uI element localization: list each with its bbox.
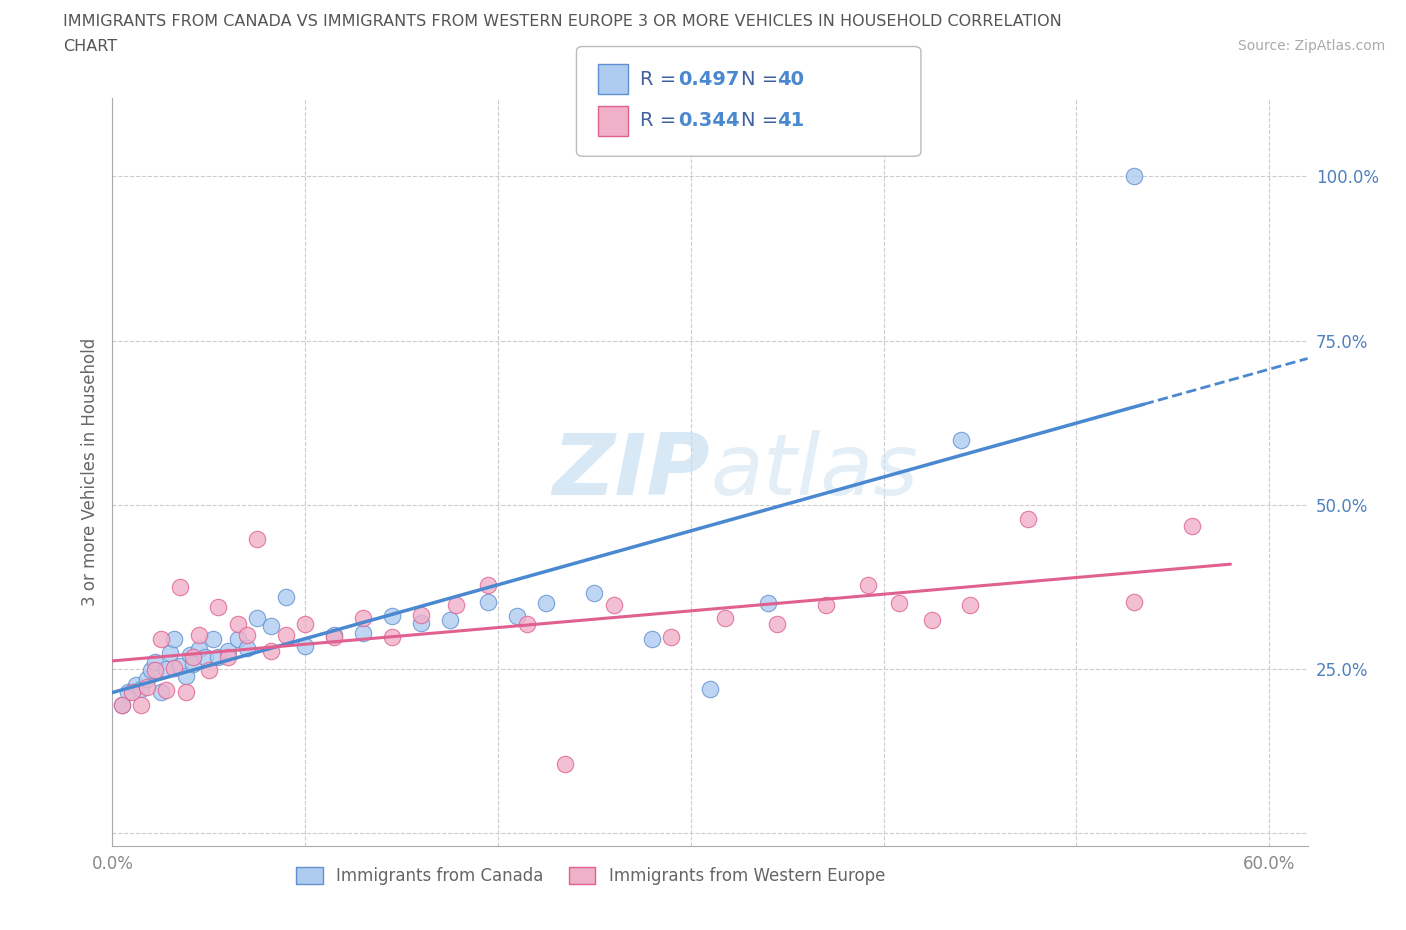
Point — [131, 698, 153, 712]
Point — [136, 680, 159, 695]
Point — [124, 678, 146, 693]
Text: N =: N = — [741, 70, 785, 88]
Point — [198, 663, 221, 678]
Point — [949, 433, 972, 448]
Y-axis label: 3 or more Vehicles in Household: 3 or more Vehicles in Household — [80, 338, 98, 606]
Point — [174, 684, 197, 699]
Point — [381, 630, 404, 644]
Text: CHART: CHART — [63, 39, 117, 54]
Point — [188, 642, 211, 657]
Point — [163, 632, 186, 647]
Point — [159, 645, 181, 660]
Point — [194, 650, 217, 665]
Point — [294, 639, 316, 654]
Point — [259, 618, 281, 633]
Point — [139, 663, 162, 678]
Point — [111, 698, 134, 712]
Point — [444, 597, 467, 612]
Point — [163, 660, 186, 675]
Point — [766, 617, 789, 631]
Point — [381, 609, 404, 624]
Point — [661, 630, 683, 644]
Point — [477, 578, 499, 592]
Point — [136, 671, 159, 686]
Point — [217, 644, 239, 658]
Point — [534, 596, 557, 611]
Point — [602, 597, 624, 612]
Point — [169, 658, 191, 673]
Point — [246, 532, 269, 547]
Point — [352, 610, 374, 625]
Point — [409, 616, 432, 631]
Point — [294, 617, 316, 631]
Point — [814, 597, 837, 612]
Point — [179, 647, 201, 662]
Point — [155, 683, 177, 698]
Point — [149, 632, 172, 647]
Point — [439, 612, 461, 627]
Text: R =: R = — [640, 112, 682, 130]
Point — [323, 628, 346, 643]
Text: 41: 41 — [778, 112, 804, 130]
Point — [506, 609, 529, 624]
Point — [143, 655, 166, 670]
Point — [887, 596, 910, 611]
Legend: Immigrants from Canada, Immigrants from Western Europe: Immigrants from Canada, Immigrants from … — [290, 860, 891, 892]
Point — [1123, 169, 1146, 184]
Point — [516, 617, 538, 631]
Point — [207, 650, 229, 665]
Point — [111, 698, 134, 712]
Point — [274, 628, 297, 643]
Point — [1123, 594, 1146, 609]
Point — [207, 599, 229, 614]
Point — [477, 594, 499, 609]
Text: 40: 40 — [778, 70, 804, 88]
Point — [217, 650, 239, 665]
Point — [121, 684, 143, 699]
Point — [246, 610, 269, 625]
Point — [169, 579, 191, 594]
Point — [1017, 512, 1039, 526]
Point — [117, 684, 139, 699]
Point — [583, 586, 606, 601]
Text: R =: R = — [640, 70, 682, 88]
Point — [188, 628, 211, 643]
Point — [174, 668, 197, 683]
Point — [756, 596, 779, 611]
Text: 0.497: 0.497 — [678, 70, 740, 88]
Point — [155, 661, 177, 676]
Point — [323, 630, 346, 644]
Point — [699, 682, 721, 697]
Point — [641, 632, 664, 647]
Point — [183, 650, 205, 665]
Point — [352, 626, 374, 641]
Point — [259, 644, 281, 658]
Point — [921, 612, 943, 627]
Text: atlas: atlas — [710, 431, 918, 513]
Text: N =: N = — [741, 112, 785, 130]
Point — [149, 684, 172, 699]
Text: IMMIGRANTS FROM CANADA VS IMMIGRANTS FROM WESTERN EUROPE 3 OR MORE VEHICLES IN H: IMMIGRANTS FROM CANADA VS IMMIGRANTS FRO… — [63, 14, 1062, 29]
Point — [226, 632, 249, 647]
Point — [409, 607, 432, 622]
Point — [554, 757, 576, 772]
Point — [236, 641, 259, 656]
Point — [201, 632, 224, 647]
Point — [143, 663, 166, 678]
Point — [959, 597, 981, 612]
Point — [274, 590, 297, 604]
Point — [131, 682, 153, 697]
Text: ZIP: ZIP — [553, 431, 710, 513]
Text: 0.344: 0.344 — [678, 112, 740, 130]
Point — [236, 628, 259, 643]
Point — [183, 657, 205, 671]
Point — [226, 617, 249, 631]
Point — [856, 578, 879, 592]
Point — [1181, 518, 1204, 533]
Point — [714, 610, 737, 625]
Text: Source: ZipAtlas.com: Source: ZipAtlas.com — [1237, 39, 1385, 53]
